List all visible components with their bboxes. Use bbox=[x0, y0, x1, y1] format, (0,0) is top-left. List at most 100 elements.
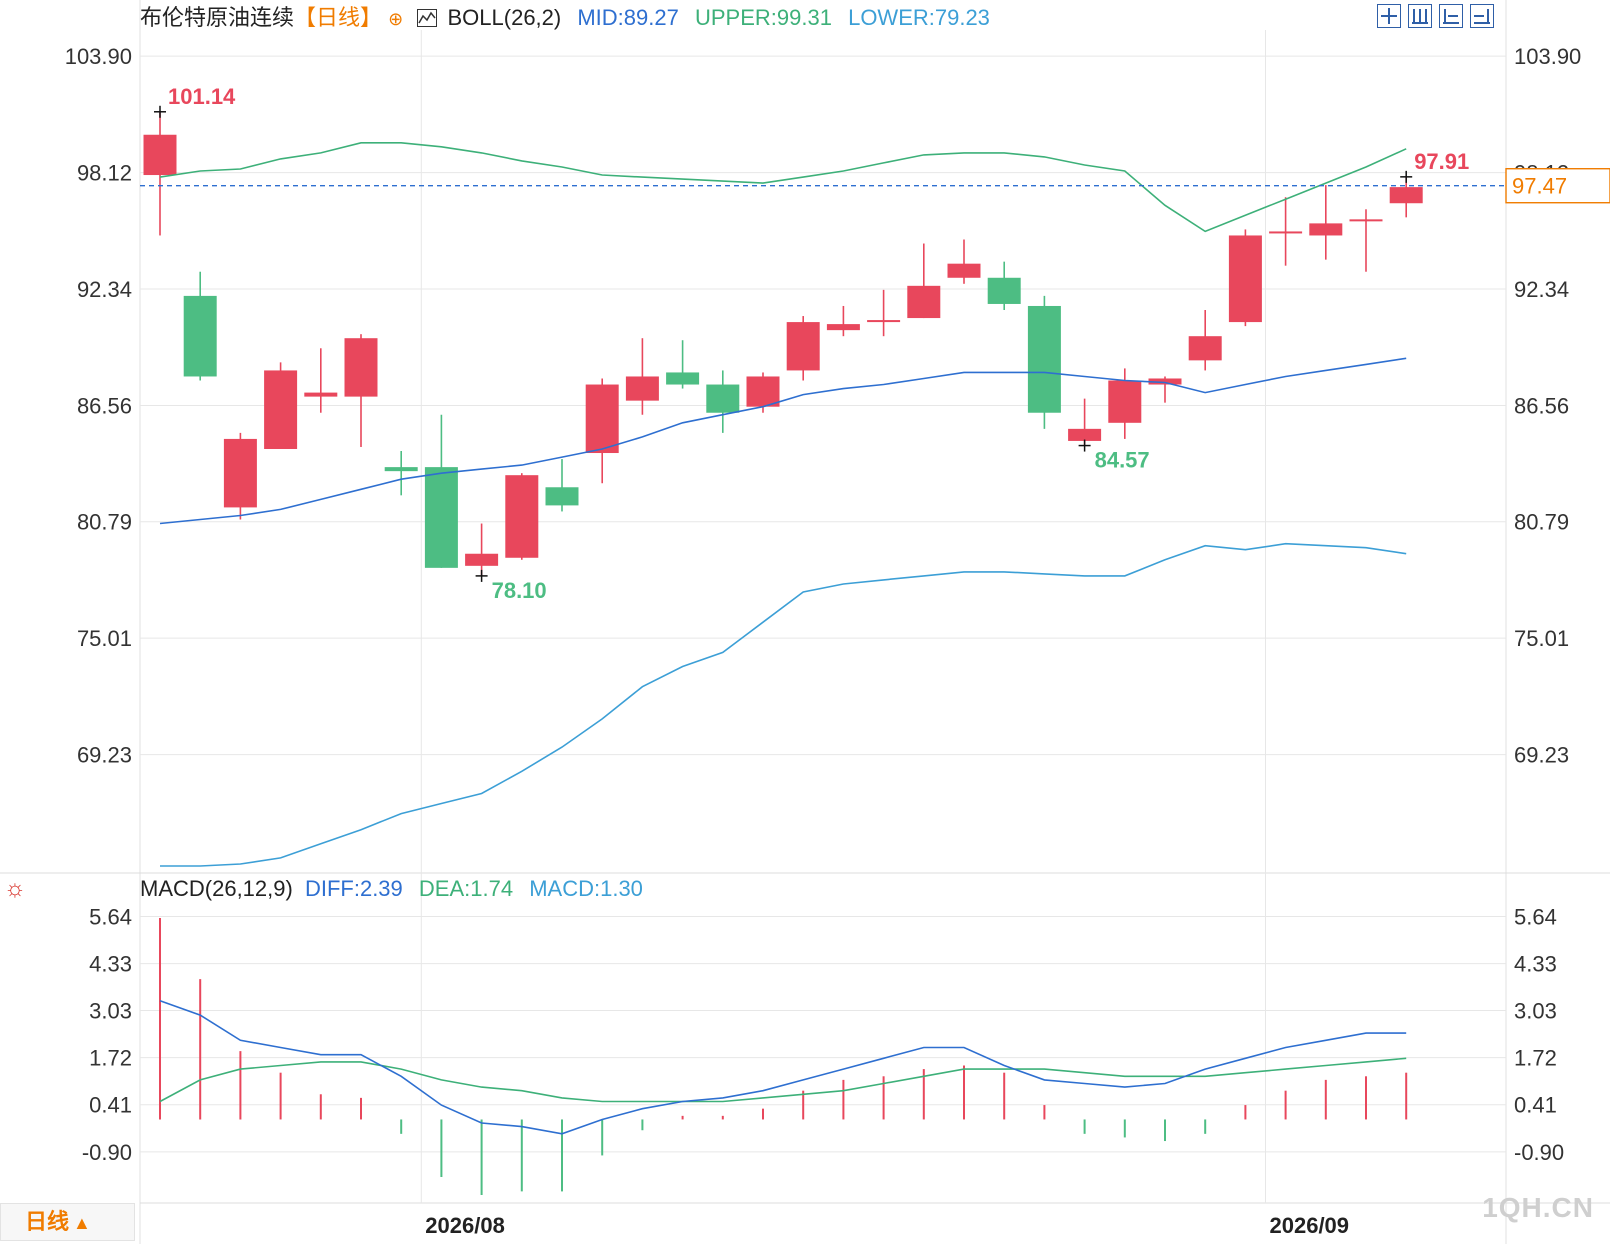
candle-body bbox=[505, 475, 539, 558]
indicator-settings-icon[interactable]: ☼ bbox=[4, 875, 26, 902]
price-tick-label-right: 92.34 bbox=[1514, 277, 1569, 302]
candle-body bbox=[666, 372, 700, 385]
candle-body bbox=[585, 384, 619, 454]
candle bbox=[746, 372, 780, 413]
indicator-icon[interactable] bbox=[417, 9, 438, 27]
candle bbox=[223, 432, 257, 520]
candle bbox=[585, 378, 619, 484]
candle-body bbox=[1027, 305, 1061, 413]
candle bbox=[666, 340, 700, 389]
date-label: 2026/09 bbox=[1270, 1213, 1350, 1238]
candle bbox=[384, 451, 418, 496]
candle-body bbox=[1068, 428, 1102, 441]
low-price-marker: 84.57 bbox=[1078, 439, 1150, 473]
candle bbox=[424, 414, 458, 568]
candle bbox=[907, 243, 941, 319]
candlestick-series[interactable] bbox=[143, 112, 1423, 576]
last-price-tag bbox=[1505, 168, 1610, 204]
price-tick-label-left: 75.01 bbox=[77, 626, 132, 651]
macd-tick-label-left: 4.33 bbox=[89, 952, 132, 977]
candle bbox=[1027, 295, 1061, 429]
low-price-label: 84.57 bbox=[1095, 448, 1150, 473]
macd-tick-label-right: 1.72 bbox=[1514, 1046, 1557, 1071]
candle bbox=[1188, 310, 1222, 371]
watermark: 1QH.CN bbox=[1482, 1192, 1594, 1223]
price-tick-label-right: 69.23 bbox=[1514, 743, 1569, 768]
candle bbox=[867, 289, 901, 337]
candle-body bbox=[867, 320, 901, 323]
macd-tick-label-right: 4.33 bbox=[1514, 952, 1557, 977]
candle-body bbox=[987, 277, 1021, 304]
candle bbox=[344, 334, 378, 447]
zoom-in-button[interactable] bbox=[1377, 4, 1401, 28]
boll-lower-value: LOWER:79.23 bbox=[848, 5, 990, 30]
candle-body bbox=[826, 324, 860, 331]
scroll-right-button[interactable] bbox=[1470, 4, 1494, 28]
candle-body bbox=[625, 376, 659, 401]
last-price-label: 97.47 bbox=[1512, 174, 1567, 199]
caret-up-icon: ▲ bbox=[73, 1213, 91, 1233]
high-price-marker: 97.91 bbox=[1400, 149, 1469, 183]
macd-dea-value: DEA:1.74 bbox=[418, 876, 514, 901]
candle bbox=[1068, 398, 1102, 445]
candle-body bbox=[465, 553, 499, 566]
macd-label: MACD(26,12,9) bbox=[140, 876, 293, 901]
high-price-label: 97.91 bbox=[1414, 149, 1469, 174]
price-tick-label-left: 80.79 bbox=[77, 510, 132, 535]
price-annotations: 97.47 101.14 78.10 84.57 97.91 bbox=[140, 84, 1610, 603]
macd-tick-label-left: 0.41 bbox=[89, 1093, 132, 1118]
candle-body bbox=[384, 467, 418, 472]
macd-tick-label-left: -0.90 bbox=[82, 1140, 132, 1165]
period-label[interactable]: 【日线】 bbox=[294, 5, 383, 30]
boll-mid-series bbox=[159, 357, 1407, 525]
candle-body bbox=[1148, 378, 1182, 385]
macd-histogram bbox=[159, 917, 1408, 1195]
chart-header: 布伦特原油连续【日线】 ⊕ BOLL(26,2) MID:89.27 UPPER… bbox=[140, 5, 990, 32]
macd-grid bbox=[140, 916, 1506, 1153]
candle bbox=[1349, 209, 1383, 272]
macd-tick-label-right: 0.41 bbox=[1514, 1093, 1557, 1118]
candle-body bbox=[545, 487, 579, 506]
zoom-out-button[interactable] bbox=[1408, 4, 1432, 28]
boll-label: BOLL(26,2) bbox=[447, 5, 562, 30]
macd-tick-label-left: 5.64 bbox=[89, 905, 132, 930]
macd-diff-value: DIFF:2.39 bbox=[304, 876, 403, 901]
candle-body bbox=[1269, 231, 1303, 234]
candle bbox=[826, 305, 860, 337]
period-tab[interactable]: 日线 ▲ bbox=[0, 1203, 135, 1241]
price-tick-label-left: 92.34 bbox=[77, 277, 132, 302]
candle-body bbox=[706, 384, 740, 413]
candle bbox=[465, 523, 499, 576]
candle bbox=[1389, 177, 1423, 218]
candle-body bbox=[264, 370, 298, 449]
high-price-marker: 101.14 bbox=[154, 84, 236, 118]
period-toggle-icon[interactable]: ⊕ bbox=[388, 9, 404, 29]
price-tick-label-left: 103.90 bbox=[65, 44, 132, 69]
candle bbox=[625, 338, 659, 415]
candle-body bbox=[907, 285, 941, 319]
candle-body bbox=[344, 338, 378, 397]
price-tick-label-right: 86.56 bbox=[1514, 393, 1569, 418]
date-axis-labels: 2026/08 2026/09 bbox=[425, 1213, 1349, 1238]
scroll-left-button[interactable] bbox=[1439, 4, 1463, 28]
date-label: 2026/08 bbox=[425, 1213, 505, 1238]
candle bbox=[545, 459, 579, 512]
candle-body bbox=[1349, 219, 1383, 222]
price-grid bbox=[140, 30, 1506, 1203]
boll-upper-value: UPPER:99.31 bbox=[694, 5, 832, 30]
low-price-label: 78.10 bbox=[492, 578, 547, 603]
candle bbox=[183, 271, 217, 381]
candle-body bbox=[424, 467, 458, 568]
candle-body bbox=[1108, 380, 1142, 423]
candle-body bbox=[746, 376, 780, 407]
candle-body bbox=[1309, 223, 1343, 236]
candle bbox=[1228, 229, 1262, 327]
candle bbox=[706, 370, 740, 433]
macd-tick-label-left: 1.72 bbox=[89, 1046, 132, 1071]
price-tick-label-left: 86.56 bbox=[77, 393, 132, 418]
boll-lower-line bbox=[160, 542, 1407, 867]
low-price-marker: 78.10 bbox=[475, 569, 547, 603]
candle bbox=[786, 316, 820, 381]
